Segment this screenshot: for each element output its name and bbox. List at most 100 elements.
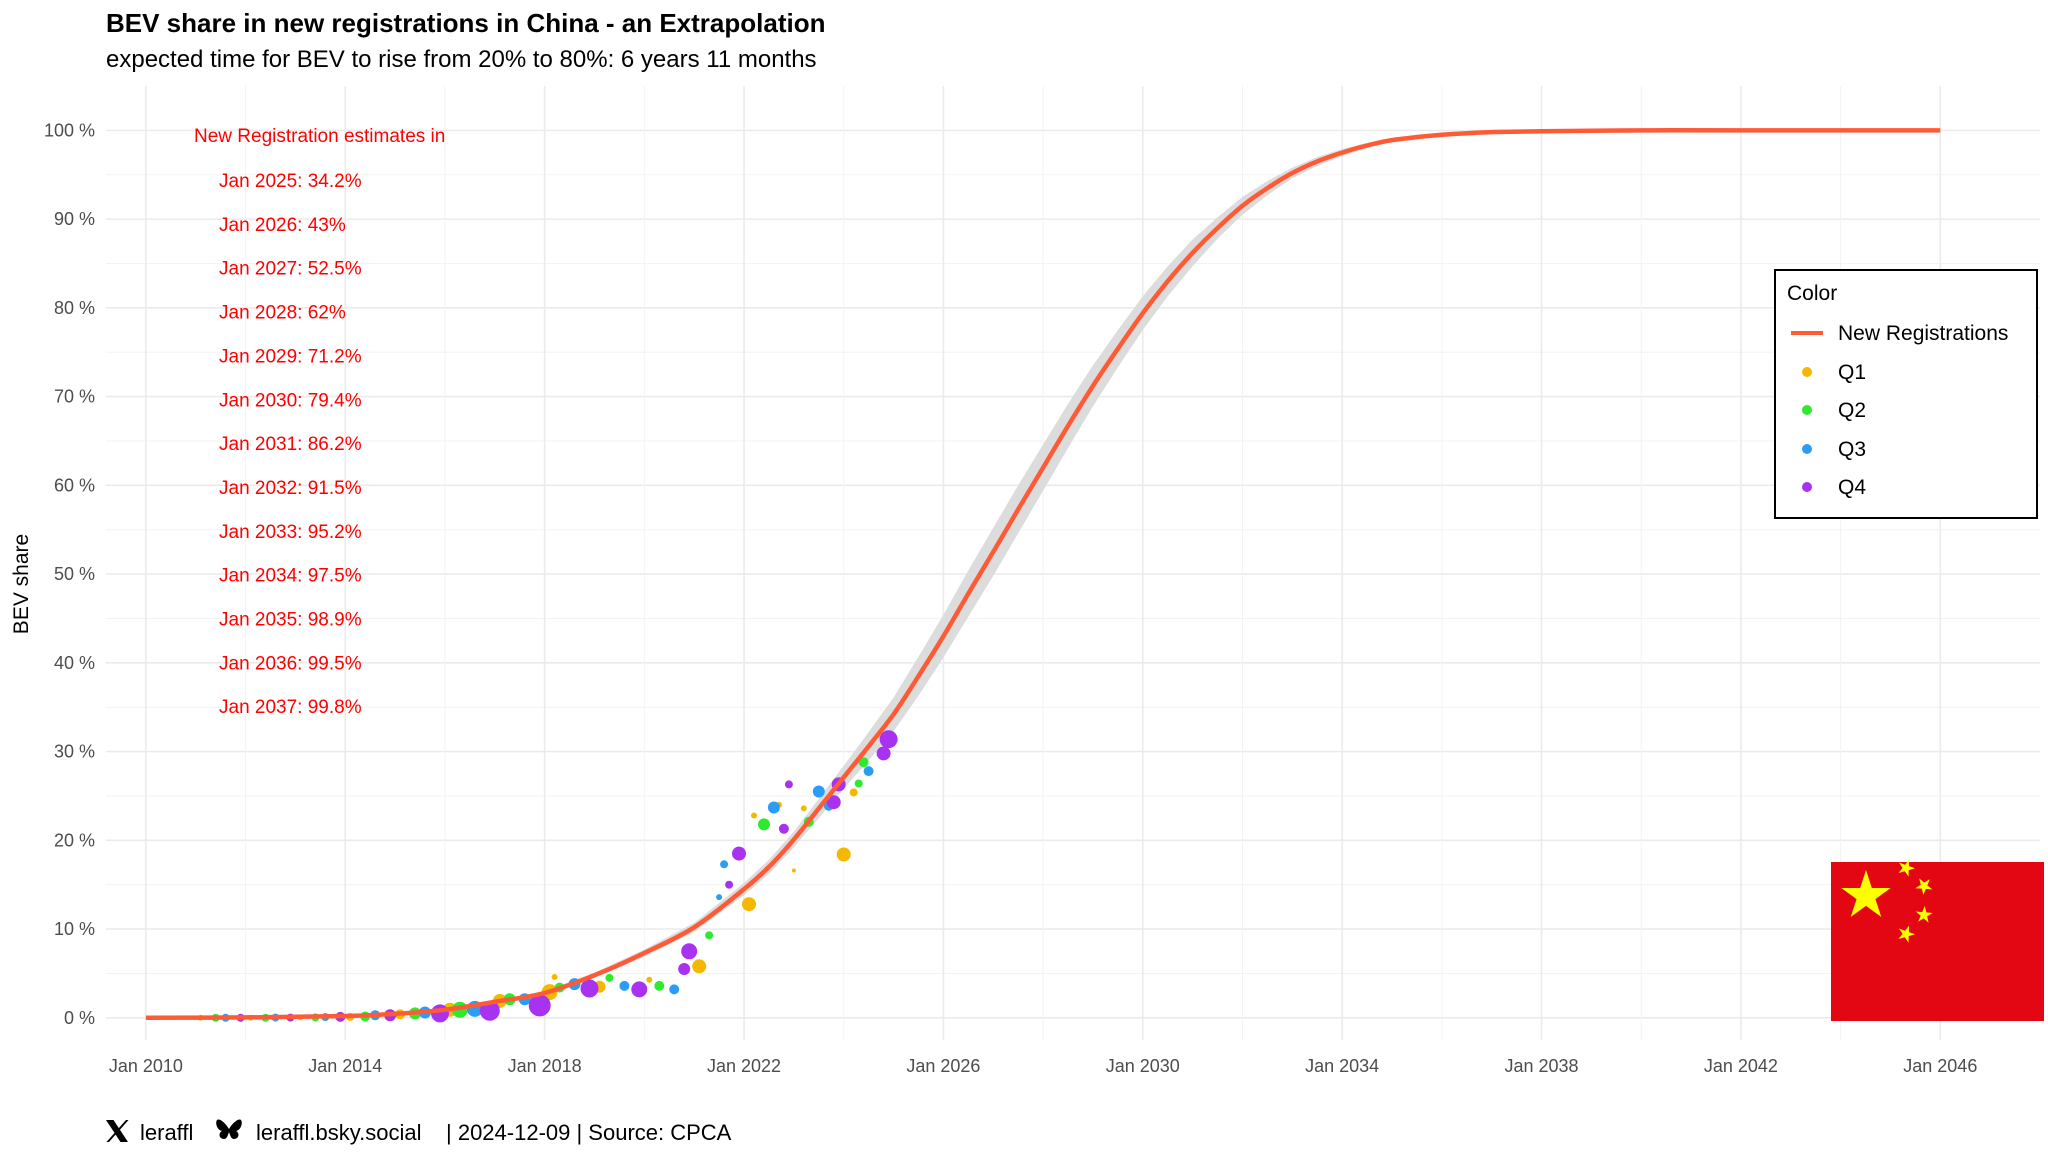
x-tick-label: Jan 2022 — [707, 1056, 781, 1076]
data-point-q2 — [854, 779, 863, 788]
data-point-q3 — [716, 894, 723, 901]
data-point-q4 — [431, 1004, 449, 1023]
legend-key-q4 — [1802, 482, 1812, 492]
legend: Color New Registrations Q1 Q2 Q3 Q4 — [1774, 269, 2038, 519]
estimates-annotation: New Registration estimates in Jan 2025: 3… — [194, 126, 445, 718]
data-point-q1 — [800, 805, 807, 812]
annotation-line: Jan 2026: 43% — [219, 215, 346, 236]
data-point-q1 — [751, 812, 757, 819]
data-point-q4 — [876, 746, 891, 761]
x-tick-label: Jan 2046 — [1903, 1056, 1977, 1076]
y-axis-label: BEV share — [10, 534, 33, 634]
chart-title: BEV share in new registrations in China … — [106, 8, 825, 38]
y-tick-label: 60 % — [54, 475, 95, 495]
y-tick-label: 80 % — [54, 298, 95, 318]
data-point-q4 — [784, 780, 793, 789]
annotation-line: Jan 2032: 91.5% — [219, 478, 362, 499]
data-point-q2 — [858, 757, 869, 768]
annotation-line: Jan 2035: 98.9% — [219, 610, 362, 631]
y-tick-label: 10 % — [54, 919, 95, 939]
data-point-q4 — [580, 979, 599, 998]
x-tick-label: Jan 2026 — [906, 1056, 980, 1076]
legend-label-q2: Q2 — [1838, 399, 1866, 422]
flag-small-star — [1898, 925, 1915, 943]
annotation-heading: New Registration estimates in — [194, 126, 445, 147]
data-point-q3 — [767, 801, 780, 814]
data-point-q4 — [678, 963, 691, 975]
x-tick-label: Jan 2018 — [508, 1056, 582, 1076]
data-point-q3 — [669, 984, 680, 995]
data-point-q1 — [646, 976, 653, 983]
legend-label-new-registrations: New Registrations — [1838, 322, 2008, 345]
data-point-q4 — [879, 730, 898, 749]
data-points — [197, 730, 898, 1023]
legend-label-q4: Q4 — [1838, 476, 1866, 499]
legend-box — [1774, 269, 2038, 519]
y-tick-label: 30 % — [54, 742, 95, 762]
data-point-q1 — [692, 959, 707, 974]
caption: leraffl leraffl.bsky.social | 2024-12-09… — [106, 1119, 732, 1145]
china-flag-icon — [1831, 859, 2044, 1021]
x-tick-label: Jan 2038 — [1505, 1056, 1579, 1076]
legend-key-q3 — [1802, 444, 1812, 454]
annotation-line: Jan 2034: 97.5% — [219, 566, 362, 587]
data-point-q1 — [849, 788, 858, 797]
x-tick-label: Jan 2010 — [109, 1056, 183, 1076]
flag-small-star — [1915, 906, 1933, 923]
data-point-q4 — [826, 795, 841, 810]
data-point-q1 — [551, 974, 558, 980]
x-axis: Jan 2010 Jan 2014 Jan 2018 Jan 2022 Jan 2026… — [109, 1056, 1978, 1076]
caption-source: | 2024-12-09 | Source: CPCA — [446, 1120, 732, 1145]
data-point-q3 — [619, 980, 630, 991]
x-tick-label: Jan 2030 — [1106, 1056, 1180, 1076]
annotation-line: Jan 2030: 79.4% — [219, 390, 362, 411]
data-point-q4 — [778, 823, 789, 834]
fit-line — [145, 128, 1941, 1021]
annotation-line: Jan 2025: 34.2% — [219, 171, 362, 192]
y-tick-label: 40 % — [54, 653, 95, 673]
caption-x-handle: leraffl — [140, 1120, 193, 1145]
x-tick-label: Jan 2042 — [1704, 1056, 1778, 1076]
y-tick-label: 50 % — [54, 564, 95, 584]
data-point-q1 — [742, 897, 756, 912]
annotation-line: Jan 2036: 99.5% — [219, 653, 362, 674]
y-tick-label: 70 % — [54, 387, 95, 407]
annotation-line: Jan 2031: 86.2% — [219, 434, 362, 455]
grid — [106, 86, 2040, 1040]
y-tick-label: 20 % — [54, 830, 95, 850]
annotation-line: Jan 2037: 99.8% — [219, 697, 362, 718]
flag-small-star — [1898, 859, 1915, 877]
legend-label-q1: Q1 — [1838, 361, 1866, 384]
data-point-q4 — [681, 943, 698, 960]
flag-big-star — [1841, 870, 1891, 917]
data-point-q1 — [836, 847, 851, 862]
flag-small-star — [1915, 878, 1933, 895]
data-point-q2 — [654, 980, 665, 991]
legend-key-q2 — [1802, 405, 1812, 415]
data-point-q2 — [605, 973, 614, 982]
annotation-line: Jan 2033: 95.2% — [219, 522, 362, 543]
x-tick-label: Jan 2014 — [308, 1056, 382, 1076]
data-point-q1 — [791, 868, 796, 873]
data-point-q3 — [863, 766, 874, 777]
data-point-q4 — [725, 880, 734, 889]
legend-label-q3: Q3 — [1838, 438, 1866, 461]
data-point-q2 — [758, 818, 770, 831]
y-tick-label: 100 % — [44, 120, 95, 140]
annotation-line: Jan 2029: 71.2% — [219, 346, 362, 367]
y-axis: 0 % 10 % 20 % 30 % 40 % 50 % 60 % 70 % 80 % 90 % 1… — [44, 120, 95, 1027]
legend-key-q1 — [1802, 367, 1812, 377]
x-logo-icon — [106, 1120, 129, 1142]
y-tick-label: 0 % — [64, 1008, 95, 1028]
annotation-line: Jan 2027: 52.5% — [219, 259, 362, 280]
data-point-q4 — [528, 994, 551, 1017]
butterfly-icon — [216, 1119, 242, 1139]
data-point-q4 — [631, 981, 648, 998]
fit-line-group — [145, 128, 1941, 1021]
data-point-q3 — [720, 860, 729, 869]
data-point-q2 — [705, 931, 714, 940]
y-tick-label: 90 % — [54, 209, 95, 229]
data-point-q3 — [812, 785, 825, 798]
chart-subtitle: expected time for BEV to rise from 20% t… — [106, 46, 817, 73]
